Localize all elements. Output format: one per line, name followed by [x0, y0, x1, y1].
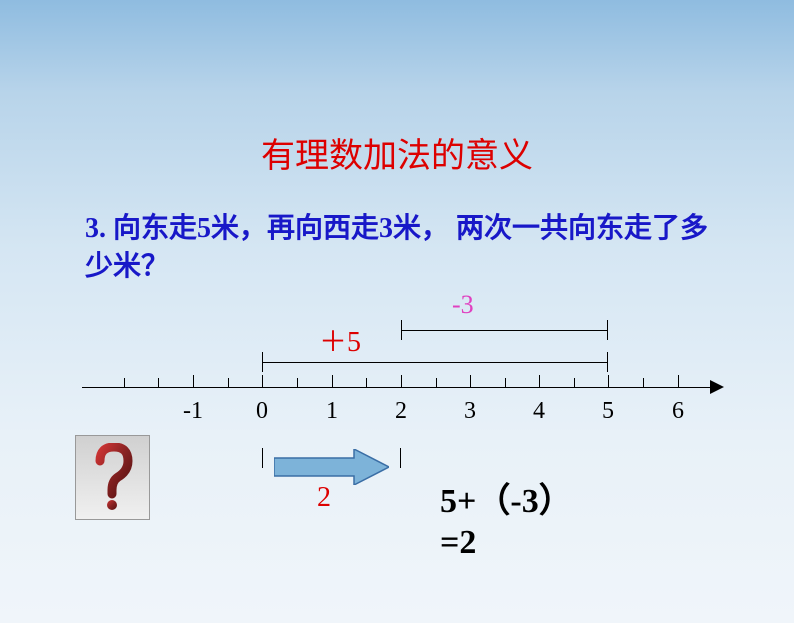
- segment-plus5: [262, 352, 608, 372]
- minor-tick-mark: [228, 378, 229, 387]
- tick-mark: [608, 375, 609, 387]
- minor-tick-mark: [158, 378, 159, 387]
- question-part: 3. 向东走: [85, 213, 197, 244]
- question-number-2: 3: [379, 213, 393, 244]
- minor-tick-mark: [643, 378, 644, 387]
- question-mark-image: [75, 435, 150, 520]
- eq-paren-close: ）: [539, 483, 573, 520]
- tick-label: 3: [450, 398, 490, 425]
- axis-arrowhead-icon: [710, 380, 724, 394]
- minor-tick-mark: [436, 378, 437, 387]
- tick-mark: [539, 375, 540, 387]
- numberline-diagram: -3 ＋5 -10123456 2: [82, 290, 722, 490]
- tick-mark: [332, 375, 333, 387]
- eq-part: 5+: [440, 483, 476, 520]
- question-part: 米，再向西走: [211, 213, 379, 244]
- tick-label: 1: [312, 398, 352, 425]
- tick-mark: [470, 375, 471, 387]
- tick-label: -1: [173, 398, 213, 425]
- tick-label: 5: [588, 398, 628, 425]
- label-result-two: 2: [317, 482, 331, 514]
- label-minus3: -3: [452, 290, 474, 320]
- eq-paren-open: （: [476, 483, 510, 520]
- minor-tick-mark: [505, 378, 506, 387]
- result-arrow-icon: [274, 449, 389, 485]
- tick-label: 4: [519, 398, 559, 425]
- tick-mark: [193, 375, 194, 387]
- question-text: 3. 向东走5米，再向西走3米， 两次一共向东走了多少米？: [85, 210, 725, 286]
- tick-mark: [678, 375, 679, 387]
- slide-title: 有理数加法的意义: [0, 128, 794, 177]
- eq-result: =2: [440, 524, 476, 561]
- minor-tick-mark: [366, 378, 367, 387]
- tick-mark: [401, 375, 402, 387]
- tick-label: 0: [242, 398, 282, 425]
- numberline-axis: [82, 387, 717, 388]
- equation-text: 5+（-3） =2: [440, 482, 573, 564]
- question-mark-icon: [88, 443, 138, 513]
- tick-label: 2: [381, 398, 421, 425]
- eq-part: -3: [510, 483, 538, 520]
- minor-tick-mark: [124, 378, 125, 387]
- minor-tick-mark: [297, 378, 298, 387]
- minor-tick-mark: [574, 378, 575, 387]
- segment-minus3: [401, 320, 608, 340]
- tick-label: 6: [658, 398, 698, 425]
- question-number-1: 5: [197, 213, 211, 244]
- tick-mark: [262, 375, 263, 387]
